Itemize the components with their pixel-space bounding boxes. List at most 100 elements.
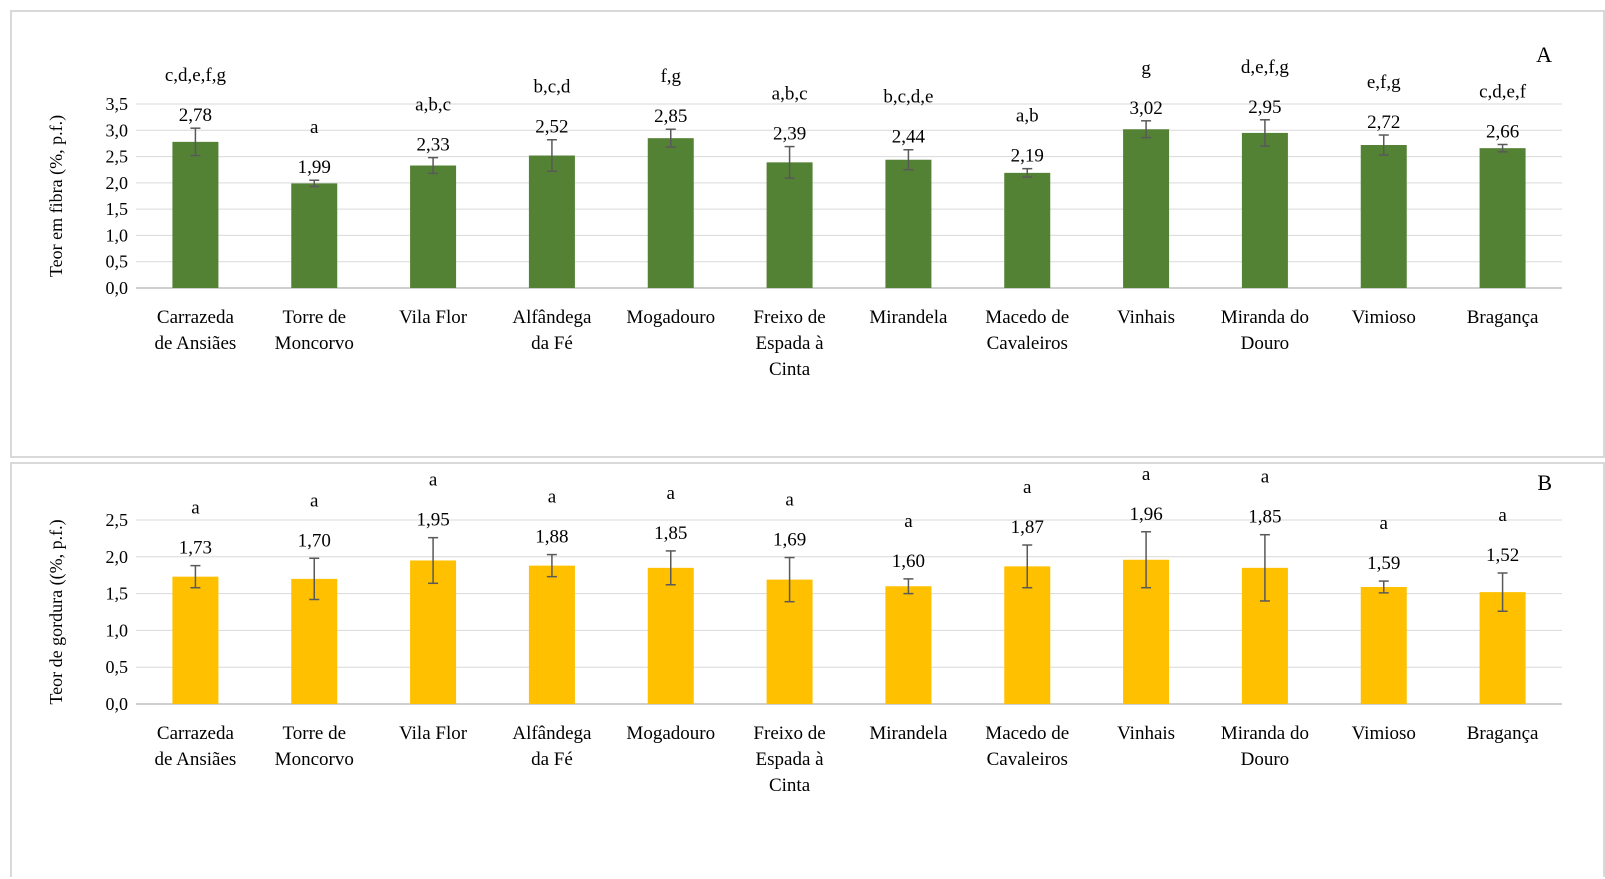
x-tick-label: Macedo de — [985, 723, 1069, 744]
panel-letter: A — [1536, 42, 1552, 67]
significance-letters: a — [785, 490, 794, 511]
x-tick-label: Torre de — [282, 307, 346, 328]
bar — [1241, 132, 1288, 288]
significance-letters: a,b,c — [415, 95, 451, 116]
data-label: 1,52 — [1486, 545, 1519, 566]
y-axis-title: Teor de gordura ((%, p.f.) — [46, 519, 67, 704]
y-tick-label: 0,5 — [106, 657, 129, 677]
significance-letters: c,d,e,f,g — [165, 65, 227, 86]
bar — [885, 159, 932, 288]
x-tick-label: Espada à — [756, 749, 825, 770]
significance-letters: a — [904, 511, 913, 532]
significance-letters: a — [1261, 467, 1270, 488]
panel-letter: B — [1537, 470, 1552, 495]
bar — [1360, 145, 1407, 288]
data-label: 1,99 — [298, 157, 331, 178]
x-tick-label: Bragança — [1467, 307, 1539, 328]
data-label: 1,87 — [1011, 517, 1044, 538]
significance-letters: d,e,f,g — [1241, 57, 1290, 78]
bar — [528, 565, 575, 704]
chart-panel-a: A Teor em fibra (%, p.f.) 0,0 0,5 1,0 1,5 2,0 2… — [10, 10, 1605, 458]
bar — [885, 586, 932, 704]
bar — [1360, 586, 1407, 704]
bar — [172, 576, 219, 704]
x-tick-label: Carrazeda — [157, 723, 235, 744]
y-tick-label: 2,5 — [106, 147, 129, 167]
significance-letters: a — [667, 483, 676, 504]
significance-letters: a — [548, 487, 557, 508]
x-tick-label: Freixo de — [753, 307, 825, 328]
significance-letters: a,b,c — [772, 84, 808, 105]
y-tick-label: 1,0 — [106, 225, 129, 245]
x-tick-label: Mogadouro — [626, 307, 715, 328]
data-label: 2,95 — [1248, 97, 1281, 118]
x-tick-label: Cinta — [769, 359, 811, 380]
significance-letters: a — [1498, 505, 1507, 526]
bar — [647, 567, 694, 704]
x-tick-label: da Fé — [531, 749, 573, 770]
significance-letters: g — [1141, 58, 1151, 79]
data-label: 1,95 — [416, 510, 449, 531]
data-label: 1,88 — [535, 527, 568, 548]
x-tick-label: de Ansiães — [155, 333, 237, 354]
significance-letters: a — [191, 498, 200, 519]
bar — [1004, 566, 1051, 704]
x-tick-label: Vimioso — [1352, 307, 1416, 328]
data-label: 2,66 — [1486, 121, 1519, 142]
x-tick-label: Macedo de — [985, 307, 1069, 328]
data-label: 1,73 — [179, 538, 212, 559]
data-label: 3,02 — [1129, 98, 1162, 119]
x-tick-label: Alfândega — [512, 307, 592, 328]
x-tick-label: Cavaleiros — [987, 333, 1068, 354]
x-tick-label: Mirandela — [869, 723, 948, 744]
bar — [1004, 172, 1051, 288]
bar — [172, 141, 219, 288]
bar — [410, 560, 457, 704]
x-tick-label: Douro — [1241, 333, 1290, 354]
significance-letters: a — [1380, 513, 1389, 534]
data-label: 1,59 — [1367, 553, 1400, 574]
data-label: 1,96 — [1129, 504, 1162, 525]
x-tick-label: Carrazeda — [157, 307, 235, 328]
x-tick-label: Cinta — [769, 775, 811, 796]
significance-letters: b,c,d,e — [883, 87, 933, 108]
significance-letters: b,c,d — [533, 77, 570, 98]
bar — [1479, 148, 1526, 288]
data-label: 1,85 — [654, 523, 687, 544]
y-axis-title: Teor em fibra (%, p.f.) — [46, 115, 67, 277]
x-tick-label: Cavaleiros — [987, 749, 1068, 770]
y-tick-label: 1,5 — [106, 584, 129, 604]
bar — [1123, 129, 1170, 288]
data-label: 1,69 — [773, 530, 806, 551]
bar — [647, 138, 694, 288]
x-tick-label: Douro — [1241, 749, 1290, 770]
x-tick-label: Moncorvo — [275, 333, 354, 354]
y-tick-label: 3,5 — [106, 94, 129, 114]
significance-letters: a — [1142, 464, 1151, 485]
x-tick-label: Miranda do — [1221, 307, 1309, 328]
chart-panel-b: B Teor de gordura ((%, p.f.) 0,0 0,5 1,0 1,5 2… — [10, 462, 1605, 877]
data-label: 2,44 — [892, 127, 926, 148]
data-label: 2,33 — [416, 135, 449, 156]
x-tick-label: Mogadouro — [626, 723, 715, 744]
data-label: 2,39 — [773, 124, 806, 145]
data-label: 1,60 — [892, 551, 925, 572]
data-label: 1,70 — [298, 530, 331, 551]
significance-letters: a — [310, 117, 319, 138]
data-label: 2,72 — [1367, 112, 1400, 133]
bar — [410, 165, 457, 288]
data-label: 1,85 — [1248, 507, 1281, 528]
y-tick-label: 0,0 — [106, 694, 129, 714]
y-tick-label: 1,5 — [106, 199, 129, 219]
x-tick-label: Vinhais — [1117, 723, 1175, 744]
x-tick-label: Miranda do — [1221, 723, 1309, 744]
x-tick-label: Torre de — [282, 723, 346, 744]
significance-letters: a — [310, 490, 319, 511]
fiber-content-chart: A Teor em fibra (%, p.f.) 0,0 0,5 1,0 1,5 2,0 2… — [46, 42, 1562, 380]
y-tick-label: 2,0 — [106, 547, 129, 567]
x-tick-label: Espada à — [756, 333, 825, 354]
y-tick-label: 0,5 — [106, 252, 129, 272]
data-label: 2,85 — [654, 106, 687, 127]
data-label: 2,78 — [179, 105, 212, 126]
